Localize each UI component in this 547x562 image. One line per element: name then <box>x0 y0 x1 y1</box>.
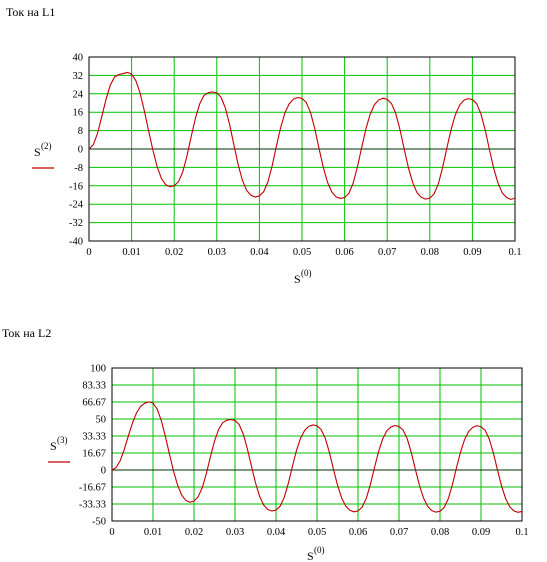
y-tick-label: 0 <box>78 145 83 156</box>
y-tick-label: 16.67 <box>82 449 106 460</box>
x-tick-label: 0.1 <box>508 247 521 258</box>
x-tick-label: 0.01 <box>122 247 140 258</box>
y-tick-label: 100 <box>90 364 106 375</box>
y-tick-label: -50 <box>92 517 106 528</box>
y-tick-label: -16.67 <box>79 483 106 494</box>
y-axis-label: S <box>50 439 57 453</box>
x-tick-label: 0.05 <box>308 527 326 538</box>
plot-frame <box>111 367 523 522</box>
x-tick-label: 0.08 <box>421 247 439 258</box>
x-axis-label: S <box>294 272 301 286</box>
y-tick-label: 50 <box>96 415 107 426</box>
x-tick-label: 0 <box>109 527 114 538</box>
x-tick-label: 0.09 <box>463 247 481 258</box>
series-line-1 <box>111 401 523 513</box>
y-tick-label: -24 <box>69 200 84 211</box>
x-axis-label: S <box>307 549 314 562</box>
x-tick-label: 0.02 <box>185 527 203 538</box>
series-line-1 <box>88 71 516 200</box>
chart-2-title: Ток на L2 <box>2 326 52 340</box>
y-axis-label-superscript: (3) <box>57 435 68 445</box>
x-tick-label: 0.07 <box>390 527 408 538</box>
y-tick-label: 8 <box>78 126 83 137</box>
chart-1: Ток на L1 0 0.01 0.02 0.03 0.04 0.05 0.06 0.07 0… <box>6 5 522 286</box>
y-tick-label: -16 <box>69 181 83 192</box>
chart-2-svg: 0 0.01 0.02 0.03 0.04 0.05 0.06 0.07 0.08 0.09 0.1… <box>48 364 529 562</box>
y-tick-label: 40 <box>73 53 84 64</box>
y-tick-label: 0 <box>101 466 106 477</box>
y-axis-label: S <box>34 145 41 159</box>
x-tick-label: 0.1 <box>515 527 528 538</box>
y-tick-label: 33.33 <box>82 432 106 443</box>
chart-2: Ток на L2 0 0.01 0.02 0.03 0.04 0.05 0.06 0.07 0… <box>0 290 547 562</box>
y-axis-label-superscript: (2) <box>41 141 52 151</box>
y-tick-label: 16 <box>73 108 84 119</box>
y-tick-label: 83.33 <box>82 381 106 392</box>
x-tick-label: 0.06 <box>335 247 353 258</box>
y-tick-label: -40 <box>69 237 83 248</box>
y-tick-label: -33.33 <box>79 500 106 511</box>
x-tick-label: 0.08 <box>431 527 449 538</box>
y-tick-label: -8 <box>74 163 83 174</box>
x-tick-label: 0.05 <box>293 247 311 258</box>
x-axis-label-superscript: (0) <box>301 268 312 278</box>
y-tick-label: 24 <box>73 89 84 100</box>
x-tick-label: 0.03 <box>226 527 244 538</box>
x-tick-label: 0.02 <box>165 247 183 258</box>
x-tick-label: 0.01 <box>144 527 162 538</box>
x-tick-label: 0.04 <box>250 247 269 258</box>
x-axis-label-superscript: (0) <box>314 545 325 555</box>
x-tick-label: 0.07 <box>378 247 396 258</box>
y-tick-label: 66.67 <box>82 398 106 409</box>
x-tick-label: 0.04 <box>267 527 286 538</box>
x-tick-label: 0.06 <box>349 527 367 538</box>
x-tick-label: 0 <box>86 247 91 258</box>
x-tick-label: 0.03 <box>208 247 226 258</box>
chart-1-svg: 0 0.01 0.02 0.03 0.04 0.05 0.06 0.07 0.08 0.09 0.1… <box>32 53 522 286</box>
y-tick-label: -32 <box>69 218 83 229</box>
x-tick-label: 0.09 <box>472 527 490 538</box>
chart-1-title: Ток на L1 <box>6 5 56 19</box>
y-tick-label: 32 <box>73 71 84 82</box>
